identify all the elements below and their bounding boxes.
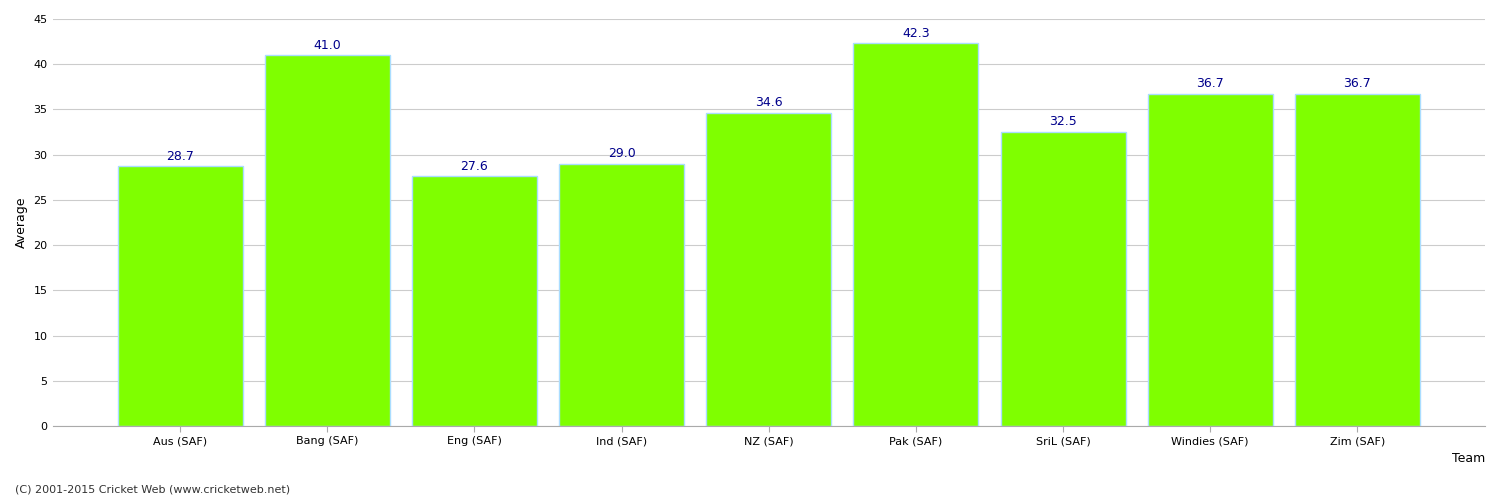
Y-axis label: Average: Average [15,197,28,248]
Bar [117,166,243,426]
Bar [853,44,978,426]
Bar [1294,94,1420,426]
Text: 36.7: 36.7 [1197,78,1224,90]
Text: 27.6: 27.6 [460,160,489,173]
Text: 41.0: 41.0 [314,38,340,52]
Text: 42.3: 42.3 [902,27,930,40]
Bar [1000,132,1125,426]
Text: 29.0: 29.0 [608,147,636,160]
X-axis label: Team: Team [1452,452,1485,465]
Text: (C) 2001-2015 Cricket Web (www.cricketweb.net): (C) 2001-2015 Cricket Web (www.cricketwe… [15,485,290,495]
Bar [706,113,831,426]
Text: 28.7: 28.7 [166,150,194,163]
Bar [413,176,537,426]
Bar [1148,94,1272,426]
Text: 36.7: 36.7 [1344,78,1371,90]
Text: 34.6: 34.6 [754,96,783,110]
Bar [266,55,390,426]
Bar [560,164,684,426]
Text: 32.5: 32.5 [1048,116,1077,128]
